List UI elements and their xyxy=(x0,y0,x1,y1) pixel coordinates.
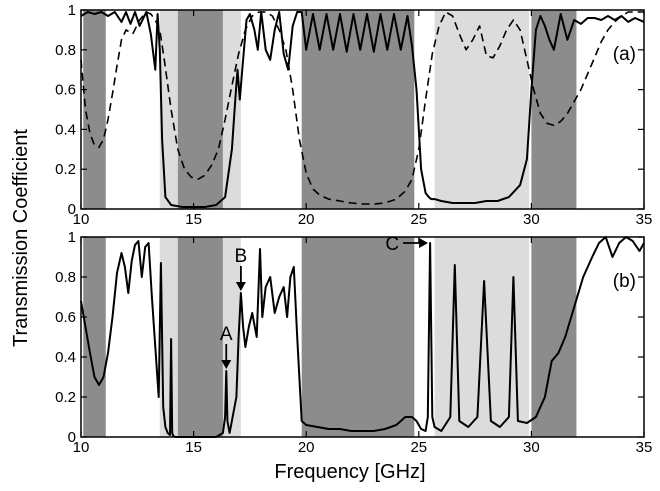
x-tick-label: 15 xyxy=(185,439,202,456)
y-tick-label: 0.6 xyxy=(55,82,76,99)
light-band-0 xyxy=(159,237,178,437)
dark-band-0 xyxy=(83,237,106,437)
x-tick-label: 10 xyxy=(73,211,90,228)
x-tick-label: 25 xyxy=(410,439,427,456)
annotation-c: C xyxy=(385,234,429,255)
x-tick-label: 35 xyxy=(636,211,653,228)
y-tick-label: 0.6 xyxy=(55,309,76,326)
plot-frame xyxy=(80,236,645,438)
panel-a: 10 15 20 25 30 35 0 0.2 0.4 0.6 0.8 1 (a) xyxy=(55,2,652,228)
light-band-0 xyxy=(159,10,178,209)
dark-band-1 xyxy=(177,10,223,209)
dark-band-1 xyxy=(177,237,223,437)
y-tick-label: 0.8 xyxy=(55,269,76,286)
panel-b: 10 15 20 25 30 35 0 0.2 0.4 0.6 0.8 1 (b) A B C xyxy=(55,229,652,456)
x-tick-label: 30 xyxy=(523,211,540,228)
plot-frame xyxy=(80,9,645,210)
dark-band-2 xyxy=(301,237,415,437)
y-tick-label: 0.4 xyxy=(55,121,76,138)
annotation-label: A xyxy=(220,324,233,345)
x-tick-label: 20 xyxy=(298,439,315,456)
y-tick-label: 1 xyxy=(68,229,76,246)
x-tick-label: 35 xyxy=(636,439,653,456)
x-tick-label: 15 xyxy=(185,211,202,228)
dark-band-0 xyxy=(83,10,106,209)
x-tick-label: 25 xyxy=(410,211,427,228)
series-dashed-line xyxy=(80,11,644,205)
y-tick-label: 1 xyxy=(68,2,76,19)
panel-label-b: (b) xyxy=(613,271,636,292)
y-tick-label: 0.8 xyxy=(55,42,76,59)
dark-band-3 xyxy=(531,237,577,437)
light-band-1 xyxy=(222,10,241,209)
y-tick-label: 0.2 xyxy=(55,389,76,406)
annotation-b: B xyxy=(235,246,248,291)
series-solid-line xyxy=(80,236,645,438)
y-tick-label: 0.2 xyxy=(55,161,76,178)
light-band-2 xyxy=(434,10,530,209)
annotation-label: C xyxy=(385,234,399,255)
x-tick-label: 30 xyxy=(523,439,540,456)
y-tick-label: 0.4 xyxy=(55,349,76,366)
x-tick-label: 20 xyxy=(298,211,315,228)
x-axis-label: Frequency [GHz] xyxy=(274,461,425,483)
y-axis-label: Transmission Coefficient xyxy=(10,129,32,347)
y-tick-label: 0 xyxy=(68,201,76,218)
panel-label-a: (a) xyxy=(613,44,636,65)
y-tick-label: 0 xyxy=(68,429,76,446)
x-tick-label: 10 xyxy=(73,439,90,456)
annotation-label: B xyxy=(235,246,248,267)
series-solid-line xyxy=(80,11,645,208)
annotation-a: A xyxy=(220,324,233,369)
